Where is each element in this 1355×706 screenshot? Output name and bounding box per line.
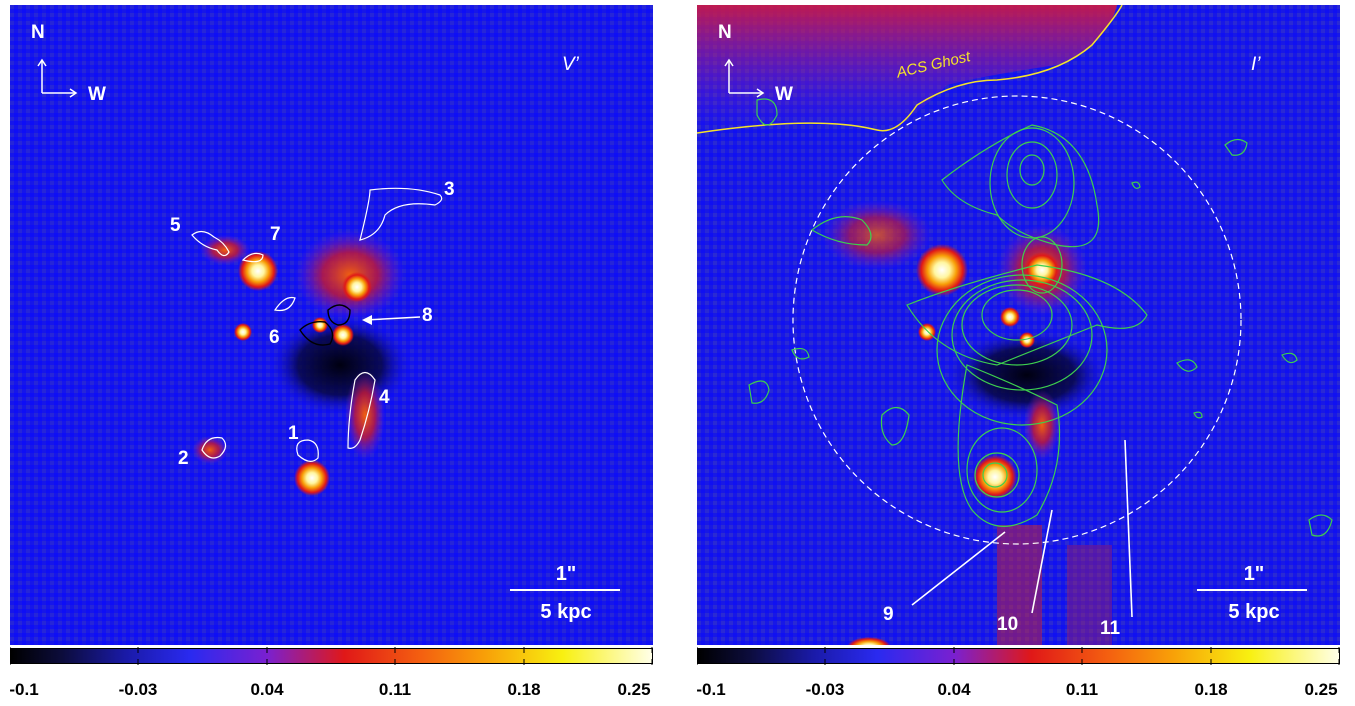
tick-label: 0.18 bbox=[507, 680, 541, 699]
region-label-1: 1 bbox=[288, 423, 299, 444]
compass-north-label: N bbox=[31, 22, 45, 43]
region-label-5: 5 bbox=[170, 215, 181, 236]
tick-label: 0.25 bbox=[1304, 680, 1338, 699]
knot-bright-left bbox=[916, 244, 968, 296]
streak-10 bbox=[997, 525, 1042, 645]
tick-label: 0.04 bbox=[250, 680, 284, 699]
region-label-3: 3 bbox=[444, 179, 455, 200]
compass-west-label: W bbox=[775, 84, 793, 105]
scale-bar bbox=[510, 589, 620, 591]
knot-center-left bbox=[312, 317, 328, 333]
pointer-lines bbox=[911, 439, 1133, 618]
knot-1 bbox=[294, 460, 330, 496]
dark-core bbox=[947, 330, 1107, 420]
knot-glow-10 bbox=[1024, 390, 1060, 460]
band-label: V’ bbox=[562, 54, 579, 75]
scale-bar bbox=[1197, 589, 1307, 591]
region-label-8: 8 bbox=[422, 305, 433, 326]
compass-arrows bbox=[37, 58, 78, 98]
glow-2 bbox=[192, 436, 228, 464]
band-label: I’ bbox=[1251, 54, 1261, 75]
region-label-4: 4 bbox=[379, 387, 390, 408]
left-colorbar-labels: -0.1 -0.03 0.04 0.11 0.18 0.25 bbox=[9, 680, 653, 700]
aperture-circle bbox=[792, 95, 1242, 545]
tick-label: 0.11 bbox=[378, 680, 412, 699]
tick-label: 0.11 bbox=[1065, 680, 1099, 699]
glow-5 bbox=[200, 235, 250, 265]
compass-arrows bbox=[724, 58, 765, 98]
tick-label: -0.03 bbox=[805, 680, 845, 699]
region-label-9: 9 bbox=[883, 604, 894, 625]
left-image-canvas bbox=[10, 5, 653, 645]
right-colorbar-labels: -0.1 -0.03 0.04 0.11 0.18 0.25 bbox=[696, 680, 1340, 700]
region-label-7: 7 bbox=[270, 224, 281, 245]
scale-physical-label: 5 kpc bbox=[1228, 601, 1280, 623]
region-label-6: 6 bbox=[269, 327, 280, 348]
region-label-10: 10 bbox=[997, 614, 1019, 635]
left-colorbar bbox=[10, 648, 653, 664]
right-colorbar bbox=[697, 648, 1340, 664]
knot-6 bbox=[234, 323, 252, 341]
left-colorbar-ticks bbox=[10, 647, 653, 665]
knot-7 bbox=[238, 251, 278, 291]
tick-label: 0.18 bbox=[1194, 680, 1228, 699]
left-glow bbox=[822, 200, 932, 270]
knot-8 bbox=[332, 324, 354, 346]
left-image-panel: N W V’ 1 2 3 4 5 6 7 8 1" 5 kpc bbox=[10, 5, 653, 645]
compass-west-label: W bbox=[88, 84, 106, 105]
tick-label: -0.1 bbox=[696, 680, 726, 699]
ghost-boundary bbox=[697, 5, 1123, 134]
scale-physical-label: 5 kpc bbox=[540, 601, 592, 623]
scale-angular-label: 1" bbox=[1243, 563, 1265, 585]
region-label-11: 11 bbox=[1100, 618, 1121, 639]
region-contours bbox=[191, 187, 443, 462]
right-colorbar-ticks bbox=[697, 647, 1340, 665]
region-label-2: 2 bbox=[178, 448, 189, 469]
knot-center bbox=[1000, 307, 1020, 327]
streak-11 bbox=[1067, 545, 1112, 645]
ghost-region bbox=[697, 5, 1117, 133]
knot-9 bbox=[973, 455, 1017, 499]
radio-contours bbox=[748, 98, 1333, 537]
tick-label: -0.1 bbox=[9, 680, 39, 699]
tick-label: -0.03 bbox=[118, 680, 158, 699]
compass-north-label: N bbox=[718, 22, 732, 43]
bottom-source bbox=[847, 637, 891, 645]
right-image-panel: N W I’ ACS Ghost 9 10 11 1" 5 kpc bbox=[697, 5, 1340, 645]
label-8-arrow bbox=[364, 316, 421, 321]
tick-label: 0.25 bbox=[617, 680, 651, 699]
glow-4 bbox=[345, 370, 385, 460]
right-image-canvas bbox=[697, 5, 1340, 645]
knot-small-left bbox=[918, 323, 936, 341]
knot-center-right bbox=[1019, 332, 1035, 348]
knot-central bbox=[342, 272, 372, 302]
label-8-arrowhead bbox=[362, 315, 372, 325]
tick-label: 0.04 bbox=[937, 680, 971, 699]
scale-angular-label: 1" bbox=[555, 563, 577, 585]
